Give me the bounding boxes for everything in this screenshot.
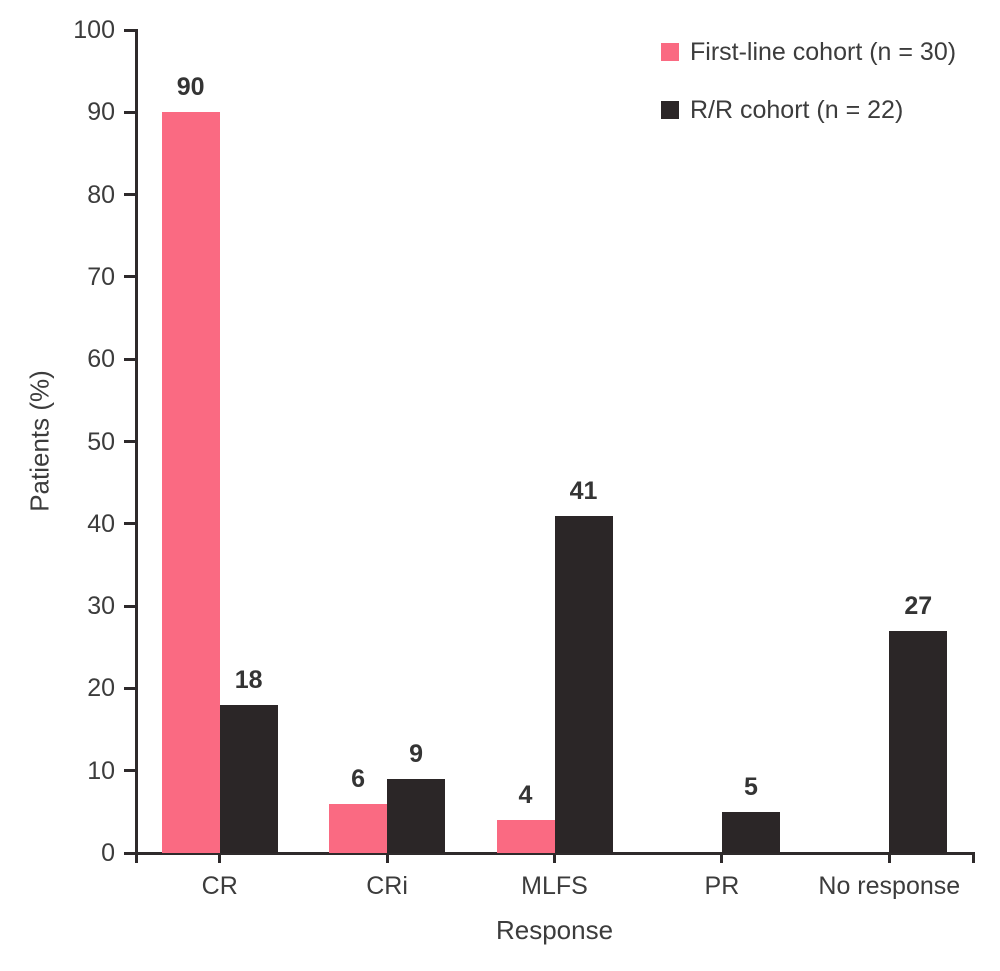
legend-item: First-line cohort (n = 30) <box>661 36 956 68</box>
x-tick <box>553 853 556 863</box>
legend-label: R/R cohort (n = 22) <box>690 95 904 124</box>
y-axis-line <box>134 28 138 855</box>
y-tick <box>124 686 136 690</box>
bar-value-label: 6 <box>351 764 366 793</box>
bar-value-label: 27 <box>904 591 933 620</box>
y-tick-label: 40 <box>87 509 115 538</box>
y-tick-label: 100 <box>73 16 115 44</box>
x-tick <box>218 853 222 863</box>
y-tick-label: 90 <box>87 98 115 127</box>
y-tick <box>124 110 136 114</box>
x-axis-end-tick <box>971 853 975 863</box>
x-tick <box>720 853 724 863</box>
bar-value-label: 5 <box>743 772 758 801</box>
bar-value-label: 41 <box>569 476 598 505</box>
x-axis-line <box>124 851 975 855</box>
y-tick-label: 20 <box>87 674 115 703</box>
bar-value-label: 9 <box>409 739 424 768</box>
bar-mlfs-series-1 <box>554 515 613 853</box>
y-tick-label: 70 <box>87 262 115 291</box>
y-tick <box>124 357 136 361</box>
x-category-label: MLFS <box>521 872 588 900</box>
bar-cr-series-0 <box>161 112 220 853</box>
x-category-label: PR <box>704 872 740 900</box>
y-tick-label: 50 <box>87 427 115 456</box>
legend-swatch-icon <box>661 101 679 119</box>
y-tick-label: 0 <box>101 839 115 867</box>
bar-no-response-series-1 <box>889 630 948 853</box>
x-category-label: No response <box>818 872 961 900</box>
y-tick-label: 60 <box>87 345 115 374</box>
x-category-label: CR <box>201 872 238 900</box>
bar-cri-series-1 <box>387 778 446 853</box>
legend-item: R/R cohort (n = 22) <box>661 94 956 126</box>
x-tick <box>887 853 891 863</box>
bar-value-label: 90 <box>176 73 205 102</box>
y-tick-label: 10 <box>87 756 115 785</box>
bar-value-label: 4 <box>518 781 533 810</box>
y-tick <box>124 440 136 443</box>
legend-label: First-line cohort (n = 30) <box>690 37 957 66</box>
y-tick <box>124 275 136 279</box>
y-tick <box>124 851 136 855</box>
bar-value-label: 18 <box>234 665 263 694</box>
legend-swatch-icon <box>661 43 679 61</box>
legend: First-line cohort (n = 30) R/R cohort (n … <box>661 36 956 126</box>
bar-cri-series-0 <box>329 803 388 853</box>
bar-mlfs-series-0 <box>496 820 555 853</box>
x-axis-title: Response <box>495 915 614 945</box>
y-tick <box>124 522 136 526</box>
x-category-label: CRi <box>366 872 408 900</box>
y-tick-label: 30 <box>87 592 115 621</box>
bar-pr-series-1 <box>721 811 780 853</box>
y-tick <box>124 769 136 773</box>
bar-cr-series-1 <box>219 704 278 853</box>
y-tick-label: 80 <box>87 180 115 209</box>
y-tick <box>124 28 136 32</box>
x-tick <box>385 853 389 863</box>
y-tick <box>124 193 136 197</box>
y-tick <box>124 604 136 608</box>
x-axis-end-tick <box>134 853 138 863</box>
